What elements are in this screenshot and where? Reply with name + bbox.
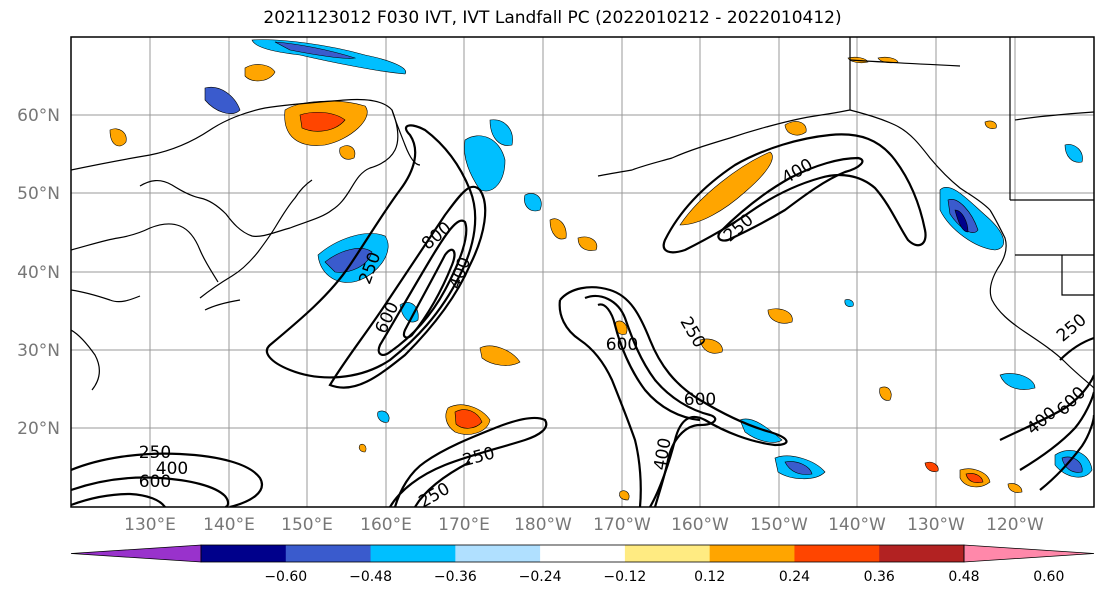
lat-label: 30°N xyxy=(17,341,60,361)
lon-label: 170°W xyxy=(593,515,651,535)
lon-label: 150°W xyxy=(750,515,808,535)
colorbar-segment xyxy=(709,545,795,562)
ivt-contours xyxy=(71,124,1094,507)
lon-label: 140°W xyxy=(828,515,886,535)
contour-label: 600 xyxy=(684,390,716,410)
colorbar-segment xyxy=(455,545,541,562)
lon-label: 180°W xyxy=(514,515,572,535)
colorbar-extend-high xyxy=(963,544,1095,563)
contour-label: 600 xyxy=(139,472,171,492)
colorbar-tick-label: −0.12 xyxy=(603,569,646,585)
lon-label: 150°E xyxy=(281,515,333,535)
lat-label: 20°N xyxy=(17,419,60,439)
colorbar-tick-label: −0.60 xyxy=(264,569,307,585)
colorbar-segment xyxy=(879,545,965,562)
colorbar-tick-label: −0.48 xyxy=(349,569,392,585)
coastlines xyxy=(71,37,1094,391)
colorbar-segment xyxy=(540,545,626,562)
lon-label: 160°W xyxy=(671,515,729,535)
contour-label: 600 xyxy=(606,335,638,355)
colorbar-segment xyxy=(201,545,287,562)
map-frame xyxy=(70,36,1095,508)
colorbar-segment xyxy=(794,545,880,562)
ivt-anomaly-shading xyxy=(109,39,1093,501)
lat-label: 50°N xyxy=(17,184,60,204)
colorbar-labels: −0.60 −0.48 −0.36 −0.24 −0.12 0.12 0.24 0.36 0.4… xyxy=(264,569,1064,585)
colorbar-tick-label: 0.24 xyxy=(779,569,810,585)
colorbar-segment xyxy=(370,545,456,562)
lon-label: 170°E xyxy=(438,515,490,535)
colorbar xyxy=(70,544,1095,563)
colorbar-tick-label: 0.60 xyxy=(1033,569,1064,585)
contour-label: 250 xyxy=(139,443,171,463)
latitude-labels: 60°N 50°N 40°N 30°N 20°N xyxy=(17,106,60,439)
colorbar-extend-low xyxy=(70,544,202,563)
colorbar-border xyxy=(200,544,965,563)
lon-label: 130°E xyxy=(124,515,176,535)
lon-label: 140°E xyxy=(203,515,255,535)
contour-label: 400 xyxy=(156,459,188,479)
gridlines xyxy=(71,37,1094,507)
lat-label: 40°N xyxy=(17,263,60,283)
lon-label: 120°W xyxy=(986,515,1044,535)
colorbar-tick-label: 0.12 xyxy=(694,569,725,585)
colorbar-tick-label: 0.48 xyxy=(948,569,979,585)
lon-label: 160°E xyxy=(360,515,412,535)
lat-label: 60°N xyxy=(17,106,60,126)
map-title: 2021123012 F030 IVT, IVT Landfall PC (20… xyxy=(263,8,842,28)
lon-label: 130°W xyxy=(907,515,965,535)
colorbar-segment xyxy=(624,545,711,562)
longitude-labels: 130°E 140°E 150°E 160°E 170°E 180°W 170°… xyxy=(124,515,1044,535)
colorbar-tick-label: 0.36 xyxy=(864,569,895,585)
colorbar-tick-label: −0.24 xyxy=(519,569,562,585)
colorbar-tick-label: −0.36 xyxy=(434,569,477,585)
colorbar-segment xyxy=(285,545,372,562)
